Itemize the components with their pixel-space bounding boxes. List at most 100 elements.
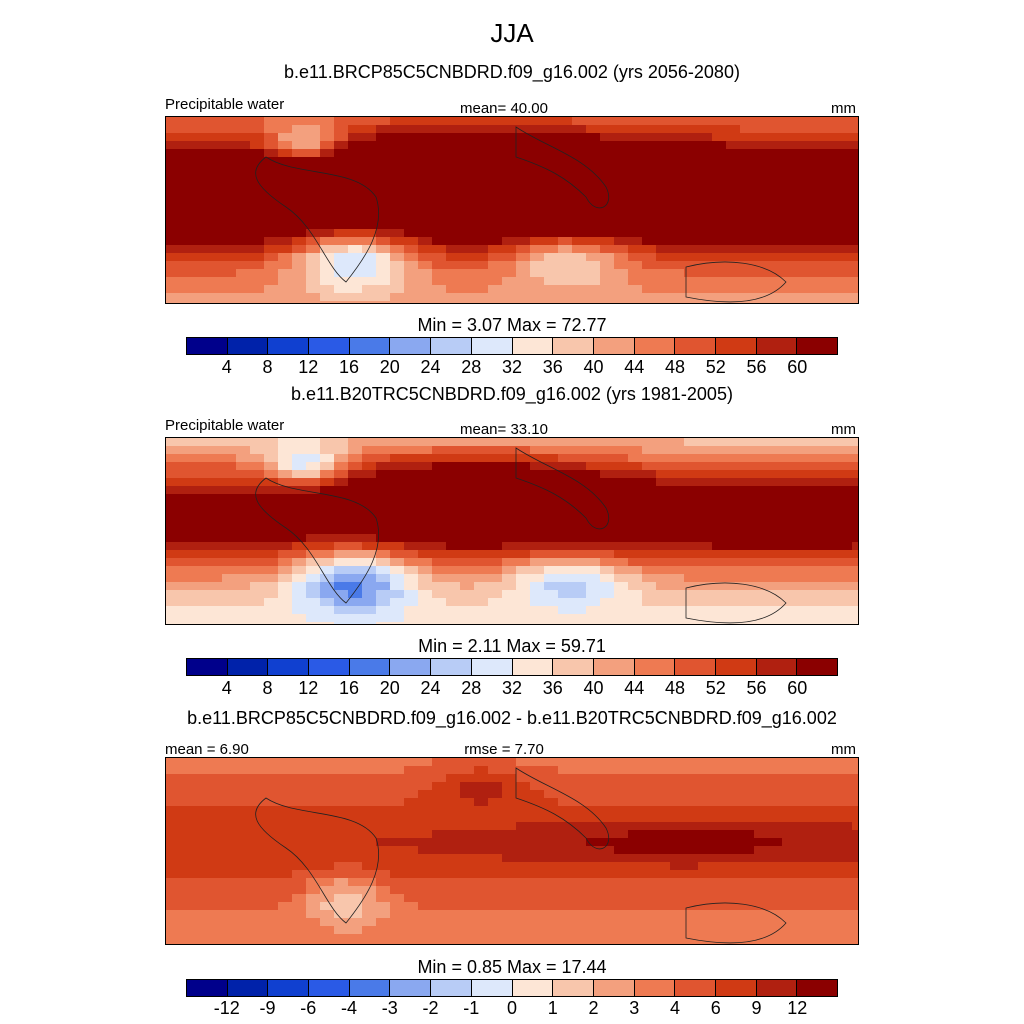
colorbar-swatch bbox=[390, 659, 432, 675]
map-cell bbox=[460, 494, 475, 503]
map-cell bbox=[754, 301, 769, 303]
map-cell bbox=[516, 822, 531, 831]
map-cell bbox=[824, 902, 839, 911]
map-cell bbox=[516, 542, 531, 551]
map-cell bbox=[600, 253, 615, 262]
map-cell bbox=[810, 902, 825, 911]
map-cell bbox=[516, 598, 531, 607]
map-cell bbox=[222, 494, 237, 503]
map-cell bbox=[824, 542, 839, 551]
map-cell bbox=[698, 502, 713, 511]
map-cell bbox=[698, 838, 713, 847]
map-cell bbox=[614, 886, 629, 895]
map-cell bbox=[418, 878, 433, 887]
map-cell bbox=[306, 149, 321, 158]
map-cell bbox=[684, 622, 699, 624]
map-cell bbox=[292, 173, 307, 182]
map-cell bbox=[362, 918, 377, 927]
map-cell bbox=[544, 942, 559, 944]
map-cell bbox=[306, 253, 321, 262]
map-cell bbox=[586, 942, 601, 944]
map-cell bbox=[726, 486, 741, 495]
map-cell bbox=[362, 902, 377, 911]
panel-2-variable-label: Precipitable water bbox=[165, 417, 285, 434]
map-cell bbox=[796, 470, 811, 479]
map-cell bbox=[586, 590, 601, 599]
map-cell bbox=[166, 149, 181, 158]
map-cell bbox=[362, 830, 377, 839]
map-cell bbox=[516, 606, 531, 615]
map-cell bbox=[446, 614, 461, 623]
map-cell bbox=[642, 590, 657, 599]
panel-2-map-field bbox=[166, 438, 858, 624]
map-cell bbox=[334, 293, 349, 302]
map-cell bbox=[488, 213, 503, 222]
map-cell bbox=[642, 141, 657, 150]
map-cell bbox=[264, 558, 279, 567]
map-cell bbox=[208, 942, 223, 944]
map-cell bbox=[166, 918, 181, 927]
map-cell bbox=[656, 189, 671, 198]
map-cell bbox=[712, 798, 727, 807]
map-cell bbox=[278, 598, 293, 607]
map-cell bbox=[362, 806, 377, 815]
colorbar-swatch bbox=[797, 338, 837, 354]
map-cell bbox=[180, 878, 195, 887]
colorbar-tick-label: 40 bbox=[583, 678, 604, 698]
map-cell bbox=[292, 614, 307, 623]
map-cell bbox=[656, 758, 671, 767]
map-cell bbox=[530, 221, 545, 230]
map-cell bbox=[768, 253, 783, 262]
map-cell bbox=[376, 894, 391, 903]
map-cell bbox=[376, 758, 391, 767]
map-cell bbox=[782, 854, 797, 863]
map-cell bbox=[320, 117, 335, 126]
map-cell bbox=[362, 782, 377, 791]
map-cell bbox=[236, 494, 251, 503]
map-cell bbox=[362, 614, 377, 623]
map-cell bbox=[180, 862, 195, 871]
map-cell bbox=[838, 494, 853, 503]
map-cell bbox=[768, 830, 783, 839]
map-cell bbox=[488, 918, 503, 927]
map-cell bbox=[404, 598, 419, 607]
map-cell bbox=[670, 790, 685, 799]
map-cell bbox=[194, 774, 209, 783]
map-cell bbox=[670, 926, 685, 935]
map-cell bbox=[628, 622, 643, 624]
map-cell bbox=[852, 806, 858, 815]
map-cell bbox=[530, 926, 545, 935]
map-cell bbox=[208, 918, 223, 927]
map-cell bbox=[810, 221, 825, 230]
map-cell bbox=[684, 486, 699, 495]
map-cell bbox=[852, 830, 858, 839]
map-cell bbox=[334, 526, 349, 535]
map-cell bbox=[460, 606, 475, 615]
map-cell bbox=[236, 277, 251, 286]
map-cell bbox=[740, 534, 755, 543]
map-cell bbox=[810, 614, 825, 623]
map-cell bbox=[586, 534, 601, 543]
map-cell bbox=[740, 790, 755, 799]
map-cell bbox=[390, 894, 405, 903]
map-cell bbox=[404, 510, 419, 519]
map-cell bbox=[446, 550, 461, 559]
map-cell bbox=[670, 454, 685, 463]
map-cell bbox=[292, 454, 307, 463]
map-cell bbox=[852, 934, 858, 943]
map-cell bbox=[796, 446, 811, 455]
map-cell bbox=[782, 902, 797, 911]
map-cell bbox=[362, 838, 377, 847]
map-cell bbox=[432, 774, 447, 783]
map-cell bbox=[390, 814, 405, 823]
map-cell bbox=[208, 526, 223, 535]
map-cell bbox=[502, 822, 517, 831]
map-cell bbox=[278, 878, 293, 887]
map-cell bbox=[670, 822, 685, 831]
map-cell bbox=[838, 173, 853, 182]
map-cell bbox=[852, 766, 858, 775]
map-cell bbox=[418, 830, 433, 839]
map-cell bbox=[348, 157, 363, 166]
map-cell bbox=[348, 213, 363, 222]
map-cell bbox=[250, 758, 265, 767]
